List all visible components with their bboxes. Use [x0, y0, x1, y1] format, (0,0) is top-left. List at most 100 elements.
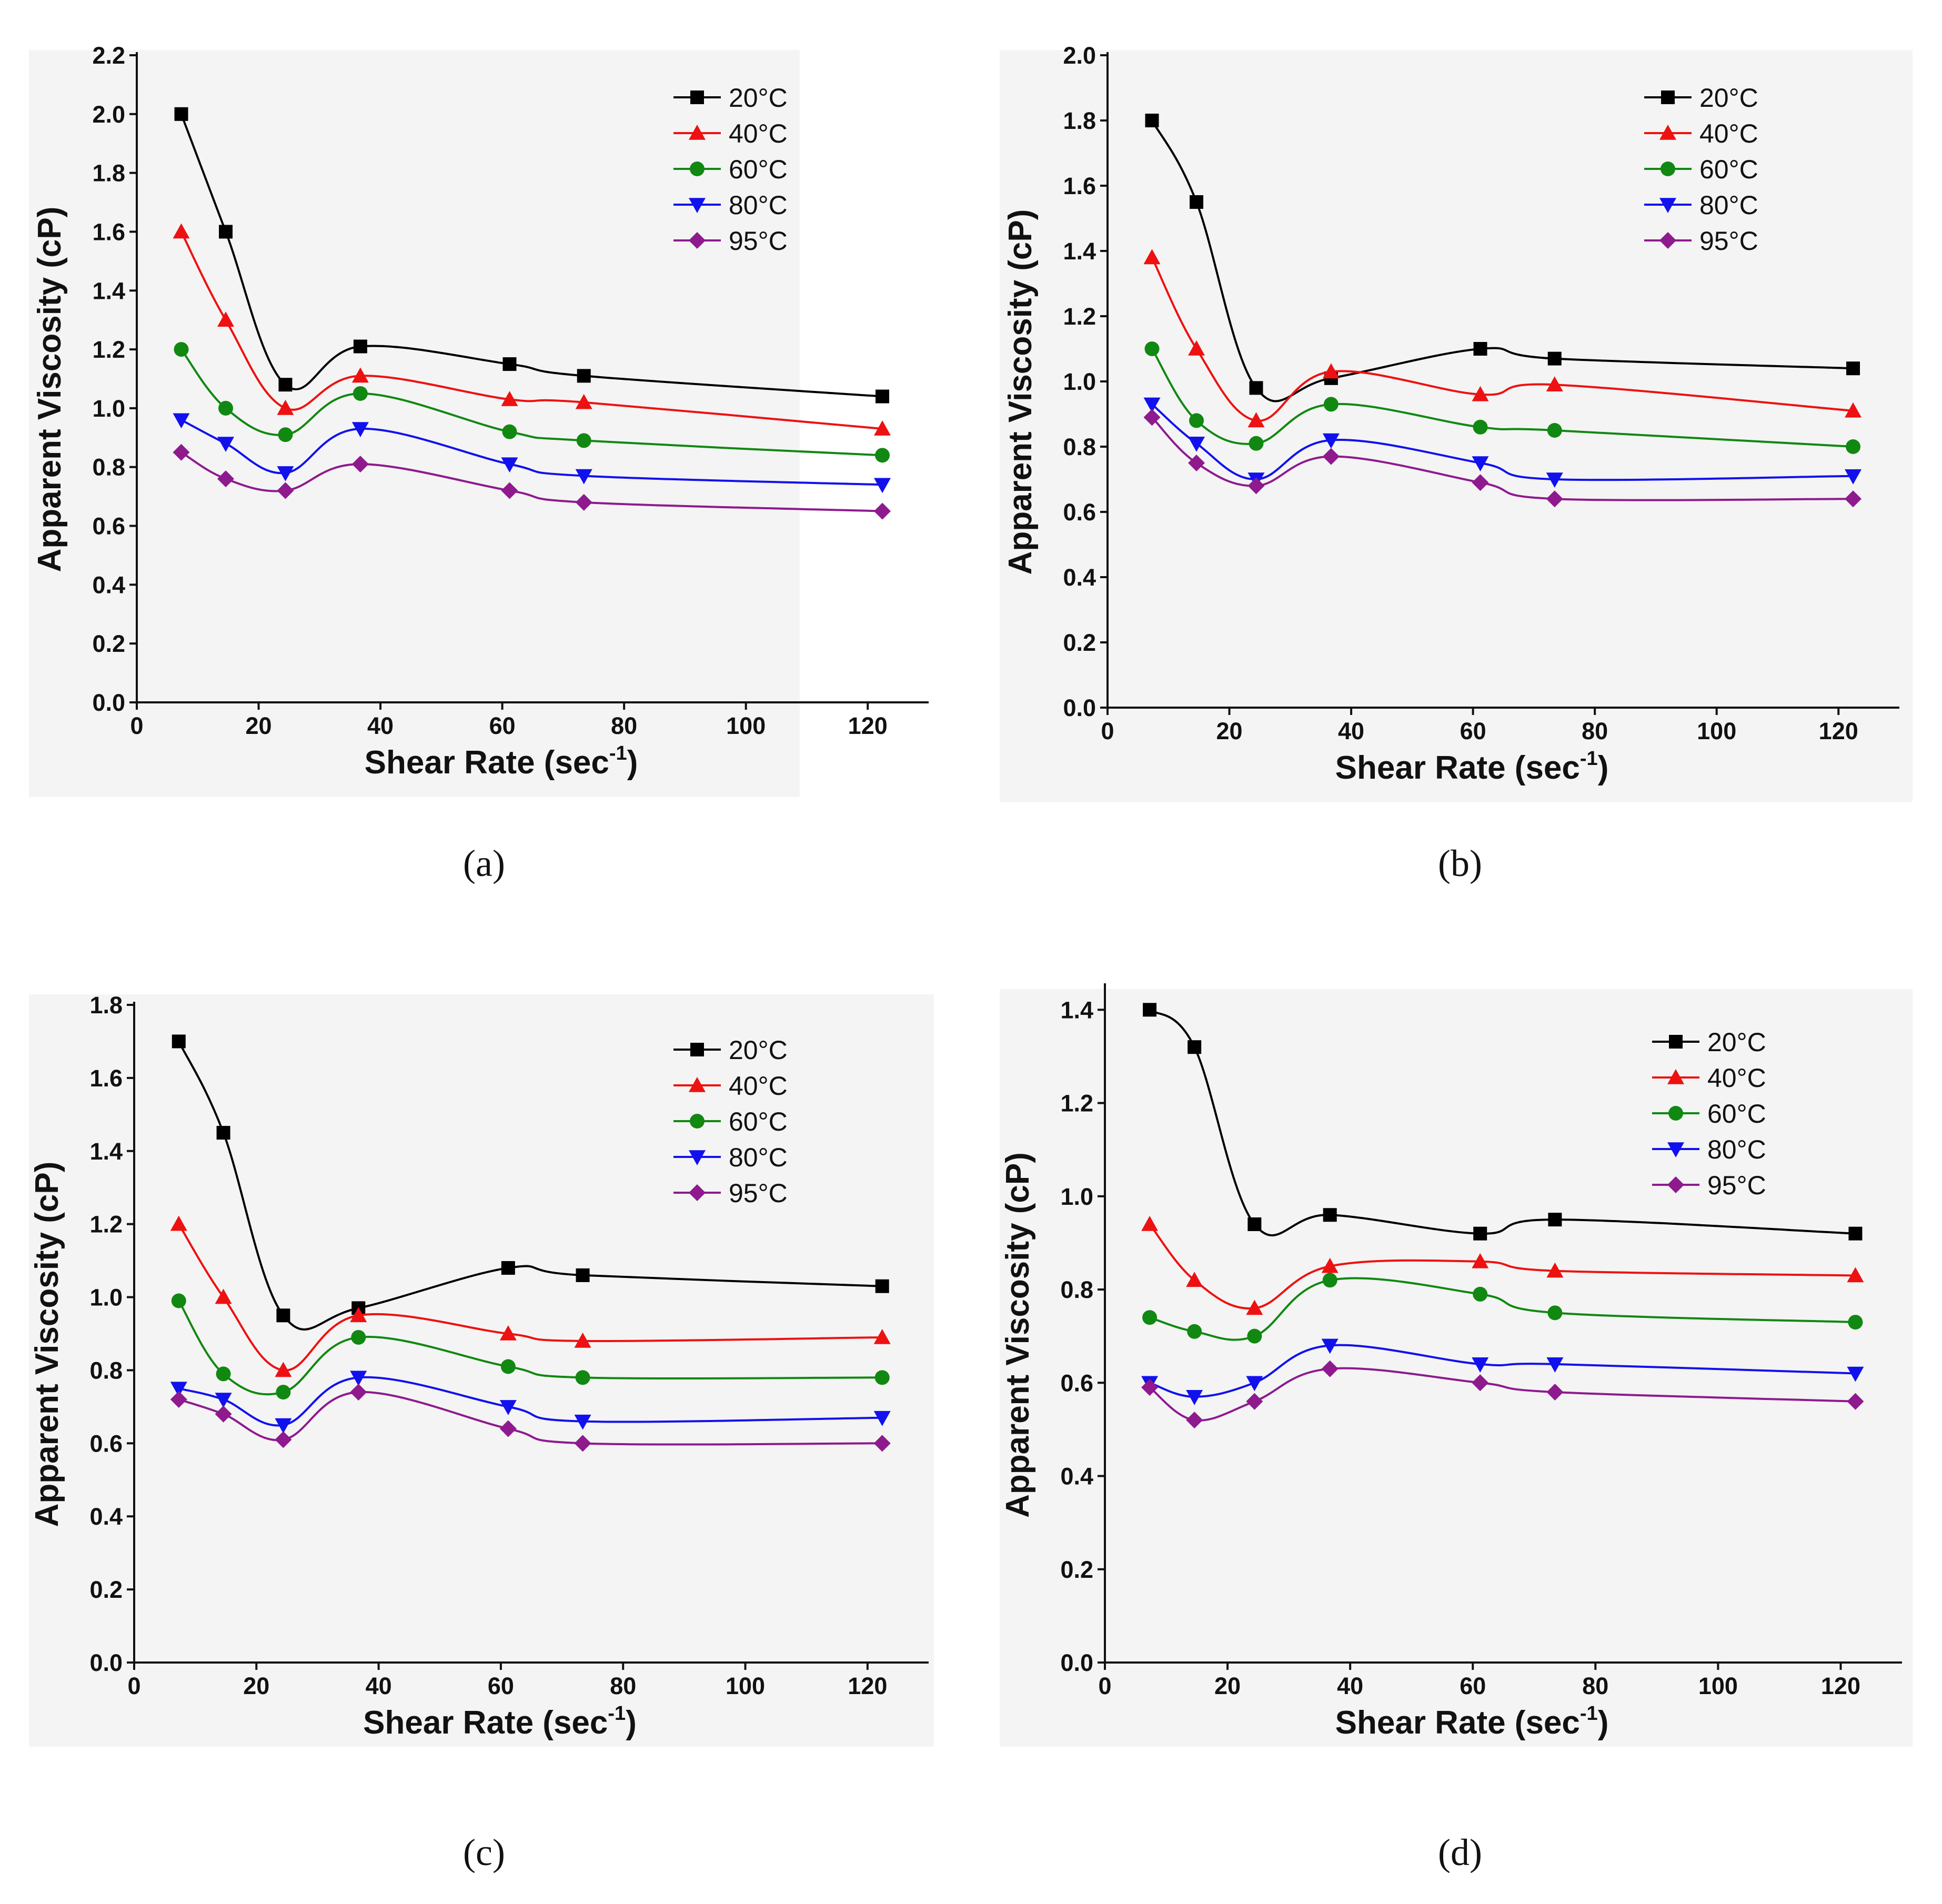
data-point: [502, 357, 517, 371]
series-line-20c: [180, 114, 883, 398]
x-axis-title-superscript: -1: [1580, 748, 1598, 770]
legend-label: 60°C: [729, 155, 788, 184]
panel-d: 0.0 0.2 0.4 0.6 0.8 1.0 1.2 1.4 0 20 40 60 80 100 120 S…: [1000, 983, 1913, 1873]
data-point: [577, 369, 591, 383]
data-point: [1845, 469, 1862, 485]
data-point: [1847, 1267, 1864, 1283]
data-point: [1546, 376, 1563, 391]
y-tick-label: 0.0: [1060, 1649, 1093, 1676]
data-point: [1547, 351, 1562, 366]
y-tick-label: 0.0: [92, 689, 125, 716]
panel-a: 0.0 0.2 0.4 0.6 0.8 1.0 1.2 1.4 1.6 1.8 2.0 2.2 0 20 4…: [29, 42, 929, 884]
data-point: [1547, 1305, 1563, 1321]
data-point: [1188, 437, 1205, 452]
data-point: [576, 433, 591, 448]
data-point: [1142, 1310, 1158, 1325]
legend-label: 60°C: [1707, 1099, 1766, 1129]
data-point: [873, 1328, 891, 1344]
data-point: [1322, 363, 1340, 379]
data-point: [875, 448, 890, 463]
data-point: [1186, 1412, 1203, 1429]
legend-label: 95°C: [1707, 1171, 1766, 1200]
y-tick-label: 2.0: [1063, 42, 1096, 69]
data-point: [277, 466, 294, 481]
data-point: [278, 378, 293, 392]
data-point: [499, 1420, 517, 1437]
data-point: [575, 394, 592, 409]
data-point: [1473, 419, 1488, 435]
series-line-60c: [178, 1300, 882, 1396]
legend-marker: [1659, 232, 1676, 249]
legend-marker: [689, 1184, 706, 1201]
data-point: [1472, 386, 1489, 401]
legend-marker: [1669, 1035, 1683, 1049]
data-point: [1473, 1226, 1487, 1241]
data-point: [350, 1384, 367, 1401]
data-point: [1143, 249, 1161, 265]
data-point: [876, 389, 890, 404]
y-tick-label: 0.8: [89, 1357, 123, 1384]
legend-marker: [690, 162, 705, 176]
legend-marker: [689, 232, 706, 249]
data-point: [1247, 1217, 1262, 1231]
y-tick-label: 1.8: [1063, 107, 1096, 134]
data-point: [1472, 1253, 1489, 1268]
legend-label: 40°C: [1699, 119, 1758, 148]
x-axis-title-end: ): [1598, 1705, 1609, 1741]
y-tick-label: 0.2: [92, 630, 125, 657]
data-point: [1144, 341, 1160, 356]
data-point: [501, 457, 518, 473]
data-point: [173, 413, 190, 429]
y-tick-label: 0.4: [92, 571, 125, 598]
x-tick-label: 120: [848, 712, 888, 739]
data-point: [499, 1400, 517, 1415]
x-tick-label: 60: [1460, 1673, 1486, 1699]
data-point: [500, 1359, 516, 1374]
y-tick-label: 0.6: [89, 1430, 123, 1457]
data-point: [874, 1370, 890, 1385]
data-point: [1247, 1328, 1262, 1344]
series-line-60c: [180, 348, 883, 457]
y-tick-label: 1.4: [1060, 996, 1093, 1023]
data-point: [1145, 114, 1159, 127]
x-tick-label: 80: [1582, 718, 1608, 744]
data-point: [174, 342, 189, 357]
data-point: [215, 1405, 232, 1423]
x-tick-label: 80: [1582, 1673, 1608, 1699]
y-tick-label: 0.8: [1063, 434, 1096, 460]
y-axis-title: Apparent Viscosity (cP): [29, 1162, 65, 1527]
y-tick-label: 0.4: [1063, 564, 1096, 591]
data-point: [1322, 433, 1340, 449]
series-line-40c: [1149, 1223, 1856, 1309]
plot-background: [29, 50, 800, 797]
data-point: [1321, 1338, 1339, 1354]
series-line-95c: [180, 451, 883, 512]
data-point: [1848, 1226, 1863, 1241]
data-point: [1247, 477, 1265, 495]
data-point: [1322, 1273, 1337, 1288]
data-point: [501, 391, 518, 406]
data-point: [1189, 413, 1204, 428]
data-point: [1546, 490, 1563, 508]
data-point: [217, 311, 235, 327]
data-point: [874, 478, 891, 493]
x-tick-label: 120: [848, 1673, 887, 1699]
data-point: [1846, 439, 1861, 454]
x-axis-title: Shear Rate (sec-1): [1335, 1702, 1609, 1741]
data-point: [1246, 1299, 1263, 1315]
legend-label: 20°C: [729, 1035, 788, 1065]
y-tick-label: 1.0: [89, 1284, 123, 1311]
plot-background: [1000, 989, 1913, 1747]
legend-marker: [1667, 1142, 1684, 1157]
data-point: [1472, 1357, 1489, 1373]
y-tick-label: 1.0: [1063, 368, 1096, 395]
data-point: [873, 1411, 891, 1426]
data-point: [174, 107, 188, 121]
data-point: [1186, 1272, 1203, 1287]
y-tick-label: 0.8: [92, 454, 125, 481]
data-point: [216, 1126, 230, 1140]
y-axis-title: Apparent Viscosity (cP): [1000, 1152, 1036, 1518]
series-line-95c: [1149, 1367, 1856, 1422]
x-tick-label: 20: [1216, 718, 1243, 744]
panel-c: 0.0 0.2 0.4 0.6 0.8 1.0 1.2 1.4 1.6 1.8 0 20 40 60 80 1…: [29, 992, 934, 1873]
